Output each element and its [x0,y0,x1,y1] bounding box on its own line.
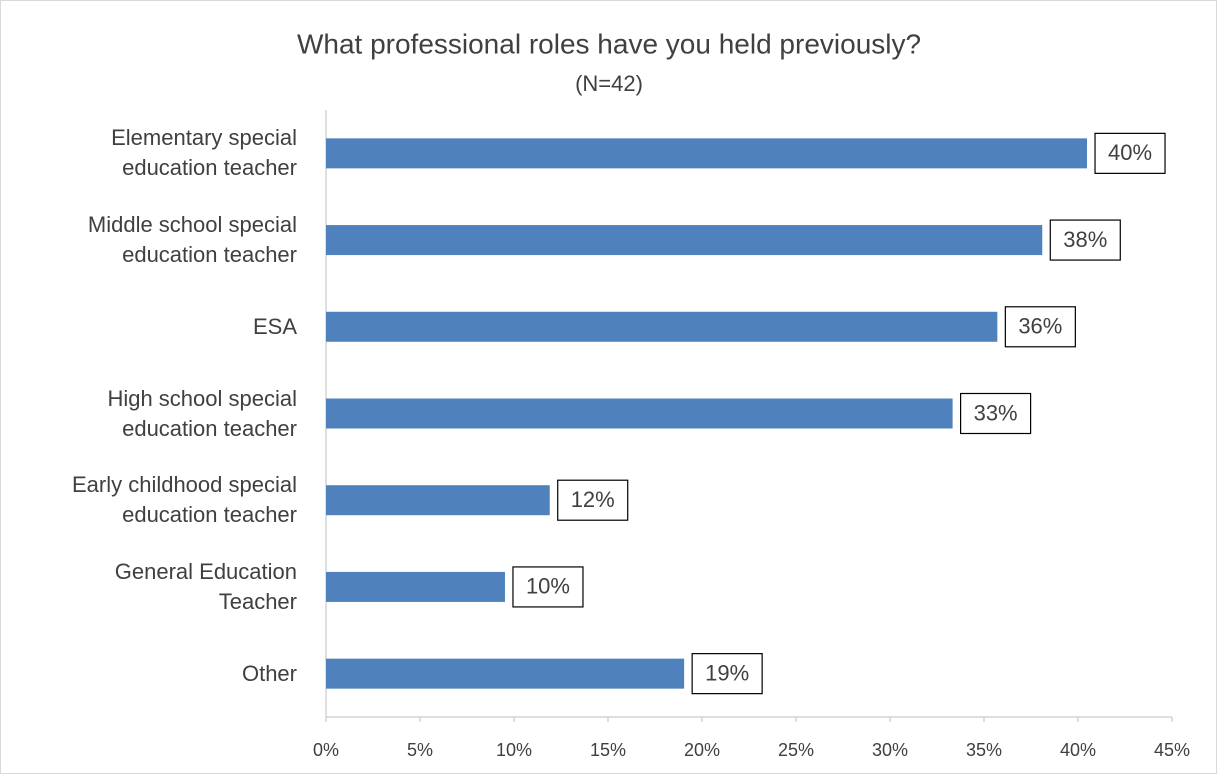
x-tick-label: 45% [1154,740,1190,760]
data-label: 36% [1018,314,1062,339]
x-tick-label: 5% [407,740,433,760]
data-label-box [512,566,584,608]
y-tick-label: Middle school special education teacher [87,212,297,268]
data-label-box [960,392,1032,435]
x-tick-label: 35% [966,740,1002,760]
x-tick-label: 40% [1060,740,1096,760]
y-tick-label: ESA [252,313,297,339]
chart-title: What professional roles have you held pr… [297,28,921,59]
bar [326,138,1088,169]
data-label-box [691,653,763,695]
x-tick-label: 20% [684,740,720,760]
y-tick-label: Early childhood special education teache… [71,472,297,528]
x-tick-label: 10% [496,740,532,760]
bar [326,398,953,429]
data-label: 38% [1063,227,1107,252]
bar [326,311,998,342]
x-tick-label: 25% [778,740,814,760]
data-label-box [1094,132,1166,174]
chart-subtitle: (N=42) [575,71,643,96]
bar [326,225,1043,256]
data-label-box [1004,306,1076,348]
data-label: 10% [526,574,570,599]
y-tick-label: General Education Teacher [114,558,297,614]
y-tick-label: Elementary special education teacher [111,125,297,181]
data-label: 40% [1108,140,1152,165]
data-label: 33% [974,400,1018,425]
data-label-box [1049,219,1121,261]
data-label: 12% [571,487,615,512]
bar [326,485,550,516]
bar [326,571,505,602]
y-tick-label: Other [241,660,297,686]
data-label: 19% [705,660,749,685]
x-tick-label: 0% [313,740,339,760]
x-tick-label: 15% [590,740,626,760]
bar [326,658,685,689]
data-label-box [557,479,629,521]
y-tick-label: High school special education teacher [107,385,297,441]
x-tick-label: 30% [872,740,908,760]
